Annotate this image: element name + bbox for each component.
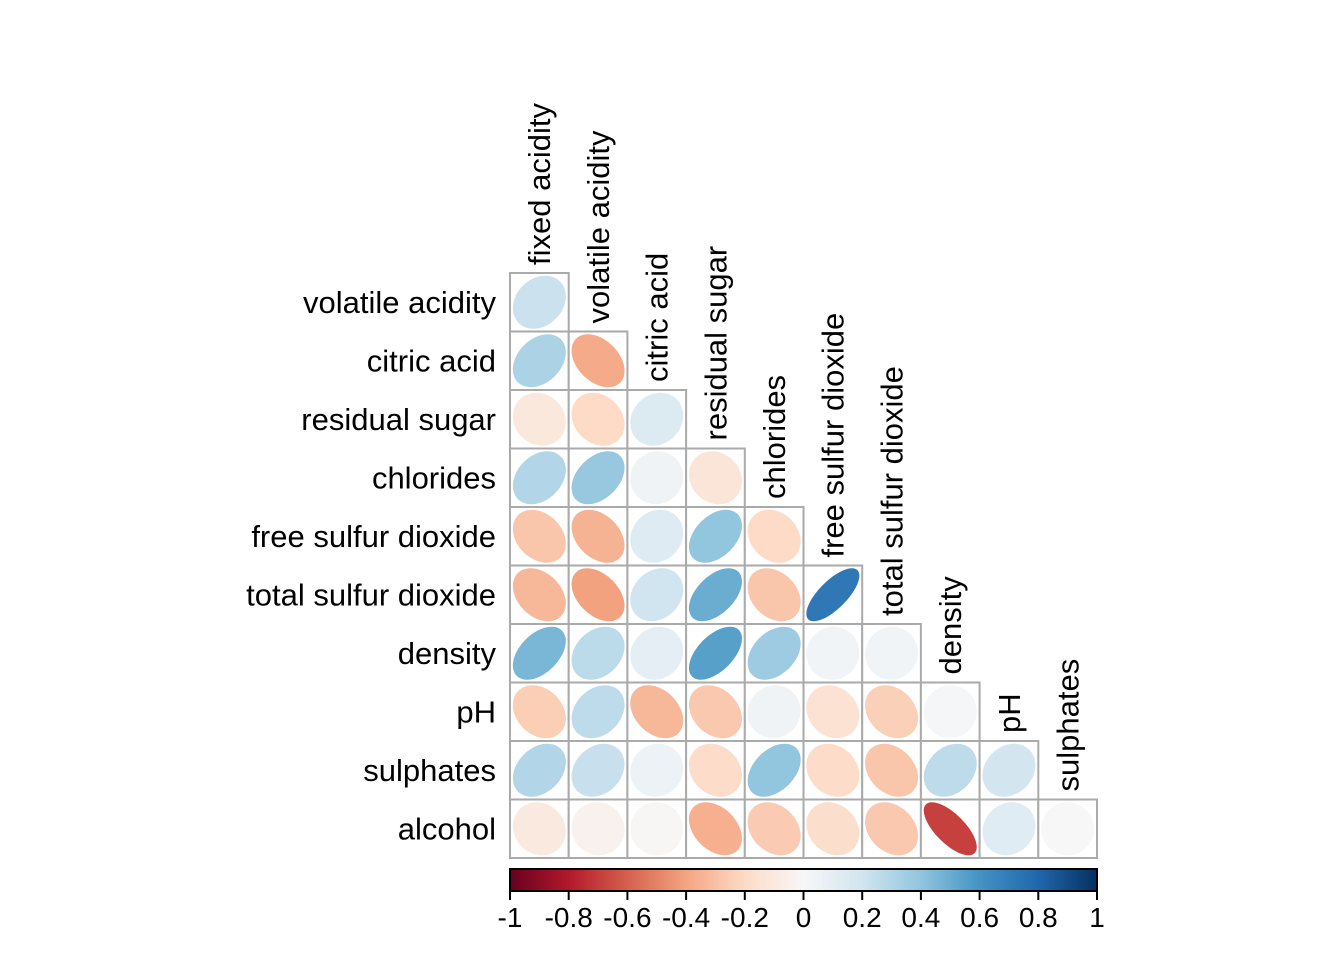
row-label: density: [398, 636, 497, 671]
correlation-ellipse: [571, 685, 625, 739]
correlation-ellipse: [630, 743, 684, 797]
correlation-ellipse: [806, 568, 860, 622]
col-label: density: [933, 576, 968, 675]
correlation-ellipse: [747, 743, 801, 797]
correlation-ellipse: [630, 626, 684, 680]
correlation-ellipse: [512, 626, 566, 680]
correlation-ellipse: [571, 334, 625, 388]
col-label: fixed acidity: [522, 103, 557, 265]
col-label: sulphates: [1051, 659, 1086, 792]
col-label: citric acid: [640, 253, 675, 382]
correlation-ellipse: [630, 802, 684, 856]
correlation-ellipse: [747, 509, 801, 563]
colorbar: [509, 868, 1098, 892]
correlation-ellipse: [512, 451, 566, 505]
colorbar-tick-label: -0.8: [545, 902, 593, 933]
correlation-ellipse: [571, 802, 625, 856]
row-label: alcohol: [398, 812, 496, 847]
row-label: free sulfur dioxide: [251, 519, 496, 554]
row-label: volatile acidity: [303, 285, 496, 320]
colorbar-tick-label: 0: [796, 902, 812, 933]
correlation-ellipse: [512, 392, 566, 446]
colorbar-tick-label: -0.4: [662, 902, 710, 933]
row-label: residual sugar: [301, 402, 496, 437]
col-label: free sulfur dioxide: [816, 313, 851, 558]
correlation-ellipse: [688, 802, 742, 856]
correlation-ellipse: [806, 626, 860, 680]
col-label: residual sugar: [698, 246, 733, 441]
colorbar-tick-label: -0.2: [721, 902, 769, 933]
correlation-ellipse: [865, 626, 919, 680]
col-label: chlorides: [757, 375, 792, 499]
correlation-ellipse: [747, 802, 801, 856]
correlation-ellipse: [571, 392, 625, 446]
correlation-ellipse: [512, 685, 566, 739]
row-label: pH: [456, 695, 496, 730]
correlation-ellipse: [512, 509, 566, 563]
correlation-ellipse: [512, 568, 566, 622]
correlation-ellipse: [512, 743, 566, 797]
correlation-ellipse: [806, 743, 860, 797]
correlation-ellipse: [512, 334, 566, 388]
correlation-ellipse: [571, 451, 625, 505]
colorbar-tick-label: 0.4: [901, 902, 940, 933]
row-label: sulphates: [363, 753, 496, 788]
correlation-ellipse: [630, 568, 684, 622]
correlation-ellipse: [688, 626, 742, 680]
correlation-ellipse: [865, 743, 919, 797]
correlation-ellipse: [571, 743, 625, 797]
correlation-ellipse: [571, 568, 625, 622]
correlation-ellipse: [923, 743, 977, 797]
correlation-ellipse: [688, 509, 742, 563]
col-label: total sulfur dioxide: [874, 366, 909, 616]
correlation-ellipse: [982, 743, 1036, 797]
correlation-ellipse: [688, 685, 742, 739]
colorbar-tick-label: 0.8: [1019, 902, 1058, 933]
correlation-ellipse: [747, 626, 801, 680]
correlation-ellipse: [747, 685, 801, 739]
correlation-ellipse: [806, 685, 860, 739]
correlation-ellipse: [923, 685, 977, 739]
correlation-ellipse: [512, 802, 566, 856]
correlation-ellipse: [865, 685, 919, 739]
correlation-ellipse: [630, 685, 684, 739]
correlation-ellipse: [923, 802, 977, 856]
correlation-ellipse: [630, 451, 684, 505]
correlation-ellipse: [571, 509, 625, 563]
row-label: total sulfur dioxide: [246, 578, 496, 613]
correlation-ellipse: [630, 509, 684, 563]
correlation-ellipse: [865, 802, 919, 856]
correlation-ellipse: [512, 275, 566, 329]
correlation-ellipse: [571, 626, 625, 680]
correlation-ellipse: [1041, 802, 1095, 856]
col-label: pH: [992, 693, 1027, 733]
correlation-ellipse: [630, 392, 684, 446]
row-label: citric acid: [367, 344, 496, 379]
colorbar-tick-label: -1: [498, 902, 523, 933]
correlation-ellipse: [806, 802, 860, 856]
row-label: chlorides: [372, 461, 496, 496]
colorbar-tick-label: 0.6: [960, 902, 999, 933]
correlation-ellipse: [688, 451, 742, 505]
colorbar-tick-label: -0.6: [603, 902, 651, 933]
correlation-ellipse: [982, 802, 1036, 856]
colorbar-tick-label: 0.2: [843, 902, 882, 933]
colorbar-tick-label: 1: [1089, 902, 1105, 933]
col-label: volatile acidity: [581, 130, 616, 323]
correlation-ellipse: [747, 568, 801, 622]
correlation-ellipse: [688, 743, 742, 797]
